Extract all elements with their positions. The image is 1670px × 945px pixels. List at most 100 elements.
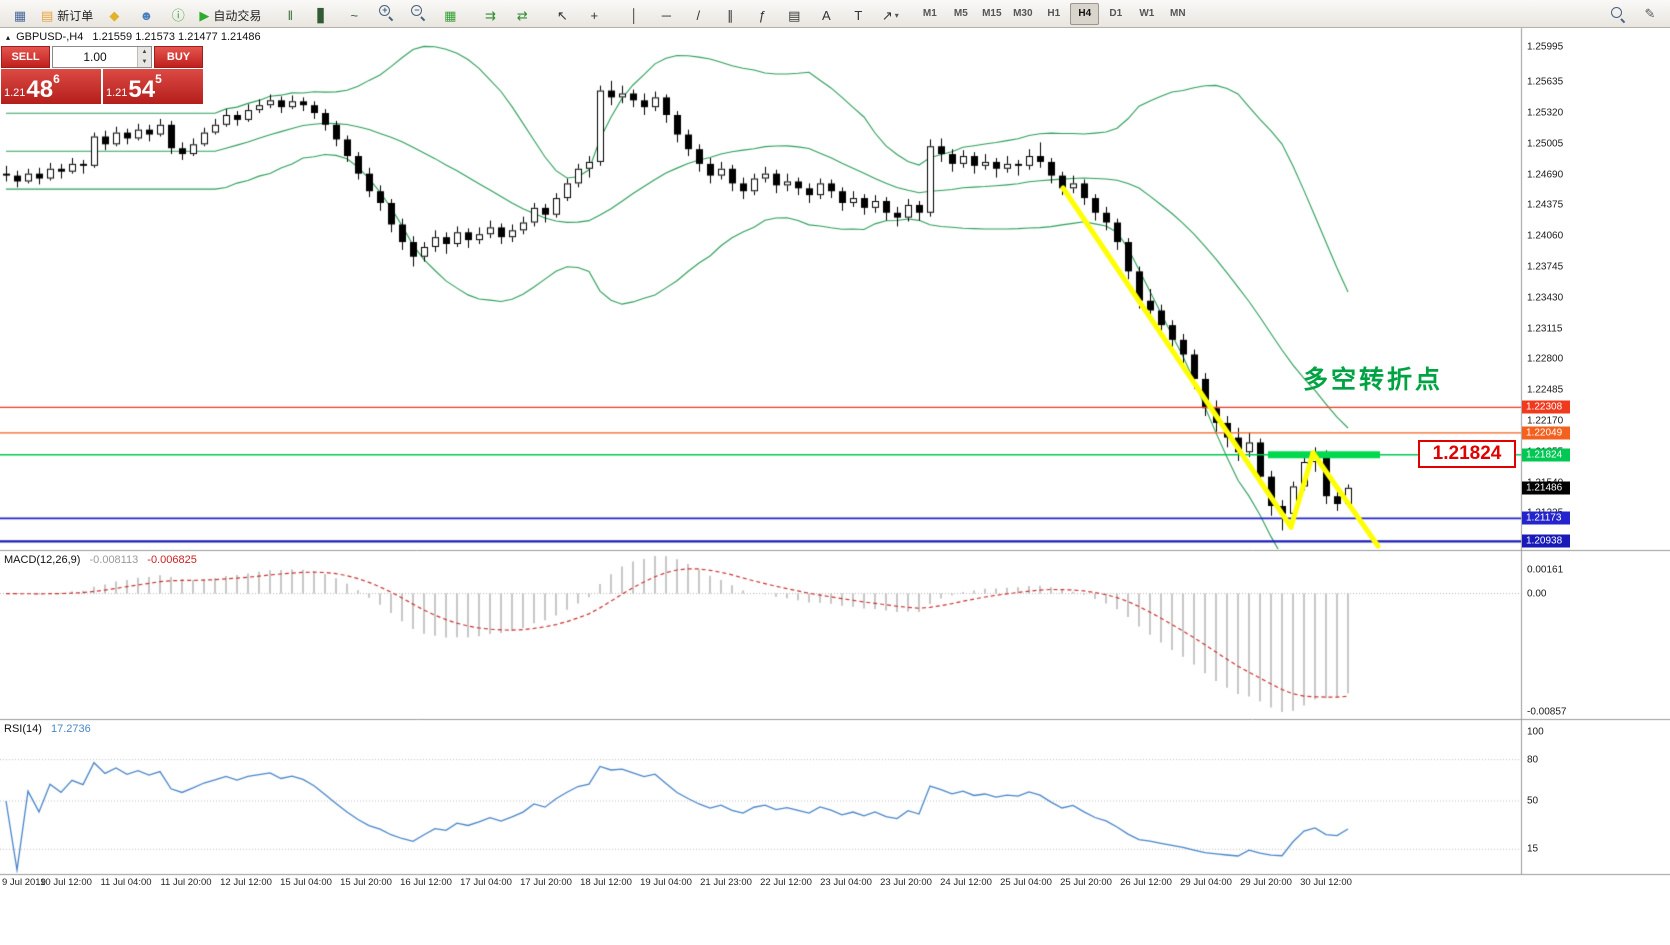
macd-value-main: -0.008113	[89, 554, 139, 566]
new-chart-icon: ▦	[13, 7, 27, 23]
buy-price-prefix: 1.21	[106, 87, 128, 99]
toolbar-left-group: ▦ ▤ 新订单 ◆ ☻ ⓘ ▶ 自动交易 ‖ ▋ ~ + − ▦ ⇉ ⇄ ↖ + │ ─ / ∥ ƒ ▤ A T ↗ ▾	[4, 0, 914, 27]
time-label: 22 Jul 12:00	[760, 877, 812, 888]
buy-price-button[interactable]: 1.21 54 5	[103, 69, 203, 104]
sell-button[interactable]: SELL	[1, 46, 50, 68]
buy-button[interactable]: BUY	[154, 46, 203, 68]
zoom-out-button[interactable]: −	[403, 0, 433, 24]
rsi-tick: 15	[1527, 843, 1539, 855]
auto-trading-icon: ▶	[199, 7, 210, 23]
rsi-name: RSI(14)	[4, 723, 42, 735]
tf-m15[interactable]: M15	[982, 8, 1002, 19]
symbol-title: ▴ GBPUSD-,H4 1.21559 1.21573 1.21477 1.2…	[6, 31, 261, 43]
text-label-button[interactable]: T	[843, 3, 873, 27]
rsi-tick: 50	[1527, 795, 1539, 807]
volume-value[interactable]: 1.00	[83, 50, 107, 64]
zoom-in-icon: +	[378, 4, 394, 21]
time-label: 18 Jul 12:00	[580, 877, 632, 888]
y-axis-tick: 1.24375	[1527, 199, 1564, 211]
y-axis-tick: 1.22800	[1527, 353, 1564, 365]
horizontal-line-icon: ─	[661, 7, 671, 23]
zoom-in-button[interactable]: +	[371, 0, 401, 24]
auto-trading-button-label: 自动交易	[213, 8, 262, 23]
crosshair-icon: +	[590, 7, 599, 23]
y-axis-tick: 1.22485	[1527, 384, 1564, 396]
time-label: 11 Jul 04:00	[100, 877, 152, 888]
edit-button[interactable]: ✎	[1635, 2, 1665, 26]
tf-m30[interactable]: M30	[1013, 8, 1033, 19]
rsi-value: 17.2736	[50, 723, 91, 735]
chevron-down-icon: ▾	[894, 10, 899, 20]
bar-chart-mode-button[interactable]: ‖	[275, 3, 305, 27]
tf-m1[interactable]: M1	[922, 8, 937, 19]
time-label: 29 Jul 20:00	[1240, 877, 1292, 888]
time-label: 17 Jul 20:00	[520, 877, 572, 888]
volume-increase-button[interactable]: ▲	[138, 47, 151, 57]
macd-value-signal: -0.006825	[147, 554, 197, 566]
cycle-lines-button[interactable]: ▤	[779, 3, 809, 27]
profiles-icon: ☻	[139, 7, 154, 23]
price-line-badge: 1.20938	[1522, 534, 1570, 548]
text-button[interactable]: A	[811, 3, 841, 27]
y-axis-tick: 1.23115	[1527, 323, 1563, 335]
data-window-button[interactable]: ⓘ	[163, 3, 193, 27]
chart-shift-button[interactable]: ⇄	[507, 3, 537, 27]
candle-chart-mode-icon: ▋	[317, 7, 328, 23]
equidistant-channel-button[interactable]: ∥	[715, 3, 745, 27]
candle-chart-mode-button[interactable]: ▋	[307, 3, 337, 27]
text-label-icon: T	[854, 7, 863, 23]
tf-h1[interactable]: H1	[1047, 8, 1061, 19]
sell-price-big: 48	[26, 76, 54, 104]
time-label: 12 Jul 12:00	[220, 877, 272, 888]
rsi-tick: 100	[1527, 726, 1544, 738]
profiles-button[interactable]: ☻	[131, 3, 161, 27]
auto-scroll-button[interactable]: ⇉	[475, 3, 505, 27]
cursor-button[interactable]: ↖	[547, 3, 577, 27]
fibonacci-icon: ƒ	[758, 7, 766, 23]
equidistant-channel-icon: ∥	[727, 7, 734, 23]
auto-trading-button[interactable]: ▶ 自动交易	[195, 3, 265, 27]
horizontal-line-button[interactable]: ─	[651, 3, 681, 27]
search-button[interactable]	[1603, 2, 1633, 26]
crosshair-button[interactable]: +	[579, 3, 609, 27]
new-order-button[interactable]: ▤ 新订单	[37, 3, 97, 27]
macd-tick: 0.00	[1527, 588, 1547, 600]
tf-w1[interactable]: W1	[1139, 8, 1155, 19]
time-axis: 9 Jul 2019 10 Jul 12:00 11 Jul 04:00 11 Jul…	[0, 877, 1521, 891]
arrows-button[interactable]: ↗ ▾	[875, 3, 905, 27]
sell-price-prefix: 1.21	[4, 87, 26, 99]
time-label: 9 Jul 2019	[2, 877, 46, 888]
marketwatch-button[interactable]: ◆	[99, 3, 129, 27]
vertical-line-button[interactable]: │	[619, 3, 649, 27]
new-chart-button[interactable]: ▦	[5, 3, 35, 27]
time-label: 25 Jul 04:00	[1000, 877, 1052, 888]
tile-windows-icon: ▦	[444, 7, 457, 23]
tile-windows-button[interactable]: ▦	[435, 3, 465, 27]
arrows-icon: ↗	[881, 7, 893, 23]
volume-field[interactable]: 1.00 ▲ ▼	[52, 46, 152, 68]
y-axis-tick: 1.23430	[1527, 292, 1564, 304]
volume-decrease-button[interactable]: ▼	[138, 57, 151, 67]
line-chart-mode-button[interactable]: ~	[339, 3, 369, 27]
y-axis-tick: 1.23745	[1527, 261, 1564, 273]
time-label: 11 Jul 20:00	[160, 877, 212, 888]
tf-h4[interactable]: H4	[1070, 2, 1100, 25]
trendline-icon: /	[696, 7, 701, 23]
macd-name: MACD(12,26,9)	[4, 554, 81, 566]
time-label: 15 Jul 04:00	[280, 877, 332, 888]
fibonacci-button[interactable]: ƒ	[747, 3, 777, 27]
tf-d1[interactable]: D1	[1109, 8, 1123, 19]
buy-price-sup: 5	[155, 72, 162, 86]
tf-m5[interactable]: M5	[953, 8, 968, 19]
y-axis-tick: 1.22170	[1527, 415, 1564, 427]
sell-price-button[interactable]: 1.21 48 6	[1, 69, 101, 104]
marketwatch-icon: ◆	[109, 7, 120, 23]
vertical-line-icon: │	[630, 7, 639, 23]
time-label: 24 Jul 12:00	[940, 877, 992, 888]
trendline-button[interactable]: /	[683, 3, 713, 27]
tf-mn[interactable]: MN	[1170, 8, 1186, 19]
new-order-button-label: 新订单	[57, 8, 94, 23]
auto-scroll-icon: ⇉	[484, 7, 496, 23]
y-axis-tick: 1.25635	[1527, 76, 1564, 88]
